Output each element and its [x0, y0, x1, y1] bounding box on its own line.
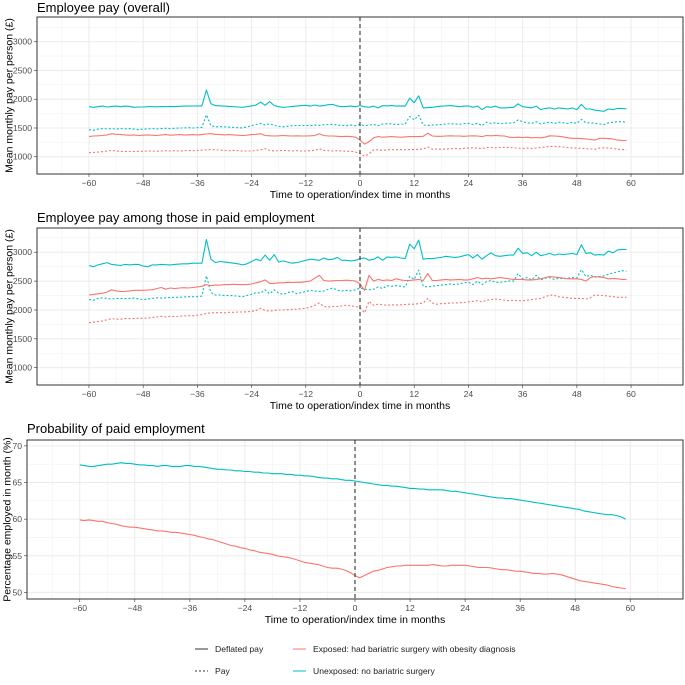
- panel-3: −60 −48 −36 −24 −12 0 12 24 36 48 60 50 55 60 65 70 Prob…: [2, 421, 684, 626]
- panel-title: Employee pay (overall): [37, 0, 170, 15]
- exposed-pay-line: [88, 294, 627, 324]
- x-tick-label: −48: [136, 389, 151, 399]
- legend-label-pay: Pay: [215, 666, 231, 676]
- x-tick-label: 24: [460, 603, 470, 613]
- exposed-deflated-pay-line: [88, 132, 627, 145]
- legend-label-unexposed: Unexposed: no bariatric surgery: [313, 666, 436, 676]
- x-tick-label: 24: [464, 178, 474, 188]
- legend-label-deflated-pay: Deflated pay: [215, 644, 264, 654]
- x-tick-label: 48: [570, 603, 580, 613]
- x-tick-label: 12: [409, 178, 419, 188]
- x-axis-title: Time to operation/index time in months: [270, 400, 451, 412]
- panel-title: Probability of paid employment: [27, 421, 205, 436]
- x-tick-label: 36: [518, 389, 528, 399]
- unexposed-pay-line: [88, 269, 627, 301]
- x-tick-label: −24: [244, 389, 259, 399]
- x-tick-label: 12: [405, 603, 415, 613]
- x-tick-label: 24: [464, 389, 474, 399]
- x-axis-title: Time to operation/index time in months: [270, 189, 451, 201]
- panels: −60 −48 −36 −24 −12 0 12 24 36 48 60 1000 1500 2000 25…: [2, 0, 684, 626]
- x-tick-label: −60: [72, 603, 87, 613]
- y-axis-title: Mean monthly pay per person (£): [4, 229, 16, 384]
- y-tick-label: 3000: [13, 37, 32, 47]
- legend: Deflated pay Pay Exposed: had bariatric …: [195, 644, 516, 676]
- exposed-deflated-pay-line: [88, 273, 627, 296]
- y-tick-label: 2500: [13, 276, 32, 286]
- y-tick-label: 55: [12, 551, 22, 561]
- y-tick-label: 1500: [13, 334, 32, 344]
- x-tick-label: −60: [82, 178, 97, 188]
- y-tick-label: 1000: [13, 363, 32, 373]
- x-tick-label: 60: [626, 178, 636, 188]
- x-tick-label: 0: [358, 389, 363, 399]
- x-tick-label: 36: [515, 603, 525, 613]
- unexposed-deflated-pay-line: [88, 238, 627, 268]
- y-tick-label: 60: [12, 514, 22, 524]
- x-tick-label: −48: [136, 178, 151, 188]
- panel-1: −60 −48 −36 −24 −12 0 12 24 36 48 60 1000 1500 2000 25…: [4, 0, 684, 201]
- x-tick-label: 48: [572, 178, 582, 188]
- exposed-employment-line: [79, 519, 626, 590]
- x-tick-label: −36: [183, 603, 198, 613]
- x-tick-label: 12: [409, 389, 419, 399]
- x-tick-label: −36: [190, 389, 205, 399]
- x-tick-label: −60: [82, 389, 97, 399]
- x-tick-label: −12: [299, 178, 314, 188]
- y-tick-label: 50: [12, 587, 22, 597]
- unexposed-deflated-pay-line: [88, 89, 627, 112]
- y-tick-label: 70: [12, 441, 22, 451]
- y-tick-label: 2500: [13, 65, 32, 75]
- x-tick-label: 0: [358, 178, 363, 188]
- y-axis-title: Percentage employed in month (%): [2, 437, 14, 602]
- y-axis-title: Mean monthly pay per person (£): [4, 18, 16, 173]
- panel-2: −60 −48 −36 −24 −12 0 12 24 36 48 60 1000 1500 2000 25…: [4, 210, 684, 412]
- unexposed-pay-line: [88, 114, 627, 131]
- x-tick-label: 60: [625, 603, 635, 613]
- exposed-pay-line: [88, 145, 627, 157]
- x-tick-label: 0: [353, 603, 358, 613]
- x-tick-label: −12: [299, 389, 314, 399]
- panel-title: Employee pay among those in paid employm…: [37, 210, 315, 225]
- y-tick-label: 1500: [13, 123, 32, 133]
- x-tick-label: −24: [238, 603, 253, 613]
- legend-label-exposed: Exposed: had bariatric surgery with obes…: [313, 644, 516, 654]
- x-tick-label: −36: [190, 178, 205, 188]
- x-tick-label: −12: [293, 603, 308, 613]
- x-tick-label: −24: [244, 178, 259, 188]
- y-tick-label: 65: [12, 477, 22, 487]
- x-tick-label: 48: [572, 389, 582, 399]
- y-tick-label: 2000: [13, 305, 32, 315]
- panel-border: [36, 227, 684, 386]
- x-tick-label: −48: [128, 603, 143, 613]
- x-tick-label: 60: [626, 389, 636, 399]
- x-tick-label: 36: [518, 178, 528, 188]
- y-tick-label: 3000: [13, 247, 32, 257]
- y-tick-label: 1000: [13, 152, 32, 162]
- y-tick-label: 2000: [13, 94, 32, 104]
- panel-border: [26, 439, 684, 600]
- x-axis-title: Time to operation/index time in months: [265, 614, 446, 626]
- unexposed-employment-line: [79, 462, 626, 520]
- panel-border: [36, 16, 684, 175]
